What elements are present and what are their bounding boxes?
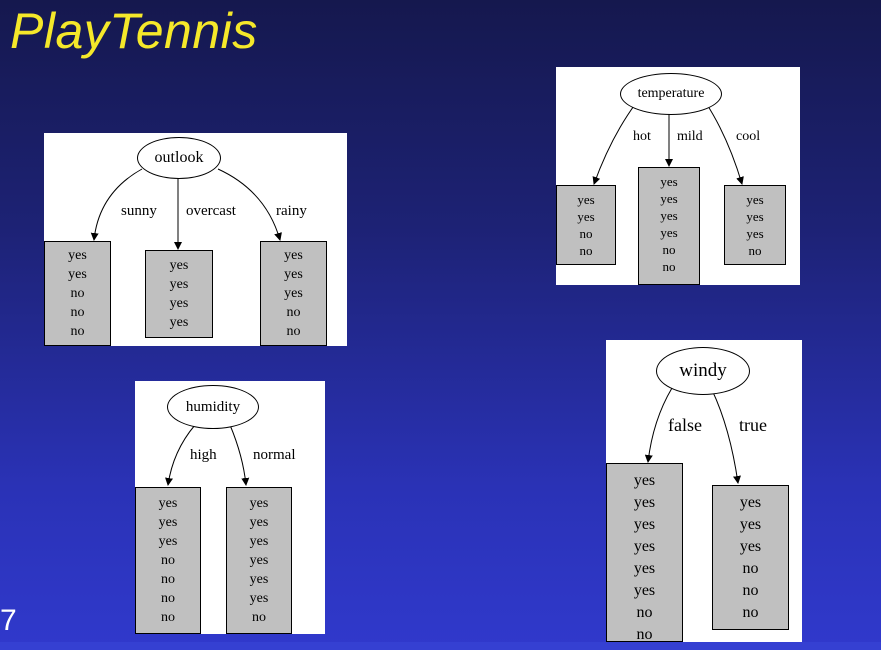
edge-label-rainy: rainy (276, 203, 307, 219)
value: yes (249, 496, 269, 511)
value: yes (660, 191, 678, 206)
value: yes (249, 515, 269, 530)
value: yes (249, 572, 269, 587)
value: yes (633, 472, 656, 489)
edge-label-overcast: overcast (186, 203, 236, 219)
value: yes (739, 538, 762, 555)
value: no (748, 243, 762, 258)
value: no (70, 286, 85, 301)
value: no (70, 305, 85, 320)
value: yes (633, 538, 656, 555)
windy-tree-panel: windy false true yes yes yes yes yes yes… (606, 340, 802, 643)
value: no (161, 572, 175, 587)
temperature-edges (592, 102, 744, 185)
temperature-tree-panel: temperature hot mild cool yes yes no no … (556, 67, 800, 285)
value: no (579, 226, 593, 241)
value: yes (633, 516, 656, 533)
value: yes (660, 225, 678, 240)
leaf-false: yes yes yes yes yes yes no no (606, 463, 683, 643)
value: no (636, 626, 653, 643)
value: yes (158, 496, 178, 511)
bottom-bar (0, 642, 881, 650)
value: yes (169, 296, 189, 311)
outlook-edges (90, 168, 282, 250)
value: no (742, 560, 759, 577)
value: yes (746, 226, 764, 241)
value: yes (746, 192, 764, 207)
leaf-mild: yes yes yes yes no no (638, 167, 700, 285)
windy-root-node: windy (656, 347, 750, 395)
edge-label-cool: cool (736, 129, 761, 144)
value: yes (577, 192, 595, 207)
value: yes (577, 209, 595, 224)
leaf-hot: yes yes no no (556, 185, 616, 265)
edge-label-false: false (668, 415, 702, 435)
value: yes (746, 209, 764, 224)
value: no (161, 610, 175, 625)
value: yes (739, 494, 762, 511)
value: yes (633, 494, 656, 511)
outlook-root-node: outlook (137, 137, 221, 179)
value: yes (284, 267, 303, 282)
edge-label-mild: mild (677, 129, 703, 144)
value: yes (68, 248, 87, 263)
value: no (636, 604, 653, 621)
value: yes (284, 248, 303, 263)
value: yes (633, 560, 656, 577)
edge-label-high: high (190, 447, 217, 463)
humidity-edges (165, 424, 250, 486)
value: no (286, 305, 301, 320)
value: yes (633, 582, 656, 599)
value: yes (284, 286, 303, 301)
leaf-rainy: yes yes yes no no (260, 241, 327, 346)
value: no (161, 553, 175, 568)
windy-edges (644, 387, 741, 484)
leaf-true: yes yes yes no no no (712, 485, 789, 630)
value: yes (739, 516, 762, 533)
edge-label-true: true (739, 415, 767, 435)
value: no (286, 324, 301, 339)
value: yes (158, 534, 178, 549)
page-number: 7 (0, 604, 17, 637)
slide-title: PlayTennis (10, 3, 258, 59)
value: no (579, 243, 593, 258)
value: no (252, 610, 266, 625)
value: no (161, 591, 175, 606)
edge-label-sunny: sunny (121, 203, 157, 219)
value: yes (249, 553, 269, 568)
value: yes (660, 174, 678, 189)
leaf-overcast: yes yes yes yes (145, 250, 213, 338)
leaf-normal: yes yes yes yes yes yes no (226, 487, 292, 634)
value: no (742, 604, 759, 621)
humidity-tree-panel: humidity high normal yes yes yes no no n… (135, 381, 325, 634)
leaf-cool: yes yes yes no (724, 185, 786, 265)
value: no (70, 324, 85, 339)
edge-label-normal: normal (253, 447, 296, 463)
leaf-high: yes yes yes no no no no (135, 487, 201, 634)
value: yes (169, 277, 189, 292)
value: yes (249, 534, 269, 549)
value: no (662, 242, 676, 257)
value: no (742, 582, 759, 599)
value: yes (169, 315, 189, 330)
value: yes (660, 208, 678, 223)
humidity-root-node: humidity (167, 385, 259, 429)
edge-label-hot: hot (633, 129, 651, 144)
value: yes (249, 591, 269, 606)
value: yes (169, 258, 189, 273)
temperature-root-node: temperature (620, 73, 722, 115)
outlook-tree-panel: outlook sunny overcast rainy yes yes no … (44, 133, 347, 346)
value: yes (68, 267, 87, 282)
leaf-sunny: yes yes no no no (44, 241, 111, 346)
value: no (662, 259, 676, 274)
value: yes (158, 515, 178, 530)
